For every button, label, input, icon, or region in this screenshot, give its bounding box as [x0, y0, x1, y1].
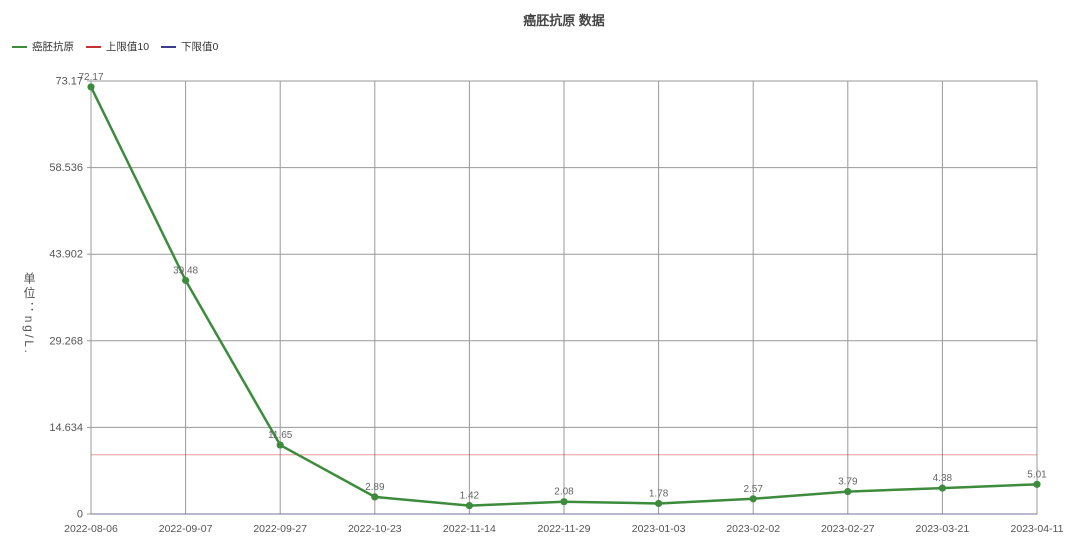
svg-text:72.17: 72.17 — [78, 72, 103, 83]
svg-text:39.48: 39.48 — [173, 265, 198, 276]
svg-text:1.42: 1.42 — [460, 491, 480, 502]
svg-text:2.89: 2.89 — [365, 482, 385, 493]
svg-text:3.79: 3.79 — [838, 477, 858, 488]
svg-text:4.38: 4.38 — [933, 473, 953, 484]
svg-text:1.78: 1.78 — [649, 488, 669, 499]
svg-text:11.65: 11.65 — [268, 430, 293, 441]
svg-text:2023-02-27: 2023-02-27 — [821, 523, 875, 535]
svg-text:2022-11-14: 2022-11-14 — [443, 523, 496, 535]
svg-text:2022-09-27: 2022-09-27 — [253, 523, 307, 535]
svg-text:58.536: 58.536 — [49, 162, 83, 174]
svg-text:43.902: 43.902 — [49, 249, 83, 261]
svg-text:2022-10-23: 2022-10-23 — [348, 523, 402, 535]
svg-text:2.08: 2.08 — [554, 487, 574, 498]
svg-text:14.634: 14.634 — [49, 422, 83, 434]
svg-text:2023-02-02: 2023-02-02 — [726, 523, 780, 535]
svg-text:2023-04-11: 2023-04-11 — [1011, 523, 1064, 535]
svg-text:2023-03-21: 2023-03-21 — [916, 523, 970, 535]
svg-text:5.01: 5.01 — [1027, 469, 1047, 480]
svg-text:2023-01-03: 2023-01-03 — [632, 523, 686, 535]
svg-text:2022-11-29: 2022-11-29 — [538, 523, 591, 535]
svg-text:2022-09-07: 2022-09-07 — [159, 523, 213, 535]
svg-text:2.57: 2.57 — [743, 484, 763, 495]
svg-text:2022-08-06: 2022-08-06 — [64, 523, 118, 535]
svg-text:29.268: 29.268 — [49, 335, 83, 347]
svg-text:0: 0 — [77, 509, 83, 521]
